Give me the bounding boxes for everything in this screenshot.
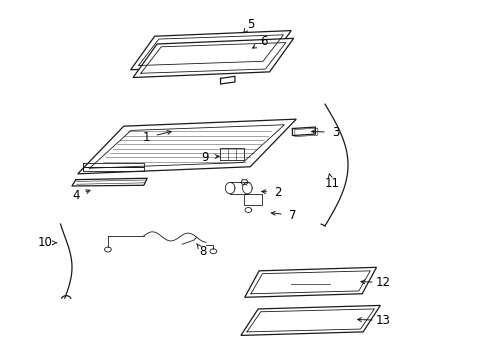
Text: 5: 5	[246, 18, 254, 31]
Polygon shape	[133, 39, 293, 77]
Text: 13: 13	[375, 314, 390, 327]
Text: 12: 12	[375, 276, 390, 289]
Text: 11: 11	[324, 177, 339, 190]
Text: 3: 3	[331, 126, 339, 139]
Text: 9: 9	[201, 150, 208, 163]
Text: 7: 7	[288, 209, 296, 222]
Polygon shape	[130, 31, 291, 70]
Text: 2: 2	[274, 186, 281, 199]
Polygon shape	[241, 305, 380, 336]
Text: 10: 10	[37, 236, 52, 249]
Polygon shape	[78, 119, 296, 174]
Polygon shape	[244, 267, 376, 297]
Text: 1: 1	[142, 131, 150, 144]
Text: 8: 8	[199, 245, 206, 258]
Text: 6: 6	[260, 35, 267, 48]
Text: 4: 4	[72, 189, 80, 202]
FancyBboxPatch shape	[243, 194, 262, 204]
